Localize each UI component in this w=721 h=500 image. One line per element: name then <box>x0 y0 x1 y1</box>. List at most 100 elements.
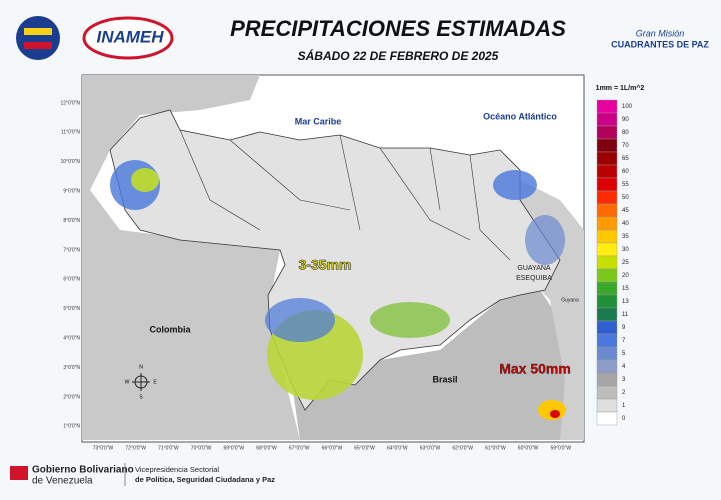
rain-area <box>493 170 537 200</box>
map-label: Colombia <box>149 324 191 334</box>
lat-label: 11°0'0"N <box>61 130 80 136</box>
legend-swatch <box>596 255 618 270</box>
lon-label: 73°0'0"W <box>93 445 114 451</box>
legend-swatch <box>596 99 618 114</box>
lon-label: 70°0'0"W <box>191 445 212 451</box>
lon-label: 71°0'0"W <box>158 445 179 451</box>
legend-label: 7 <box>622 338 626 344</box>
footer-text: de Venezuela <box>32 476 93 487</box>
map <box>82 75 584 440</box>
legend-swatch <box>596 242 618 257</box>
legend-label: 55 <box>622 182 629 188</box>
right-logo-bottom: CUADRANTES DE PAZ <box>611 39 709 49</box>
rain-area <box>525 215 565 265</box>
legend-swatch <box>596 138 618 153</box>
legend-label: 70 <box>622 143 629 149</box>
lat-label: 8°0'0"N <box>63 218 80 224</box>
legend-label: 13 <box>622 299 629 305</box>
legend-label: 80 <box>622 130 629 136</box>
legend-label: 0 <box>622 416 626 422</box>
legend-swatch <box>596 359 618 374</box>
lon-label: 65°0'0"W <box>354 445 375 451</box>
title: PRECIPITACIONES ESTIMADAS <box>230 16 566 41</box>
map-label: GUAYANA <box>517 265 551 272</box>
legend-swatch <box>596 125 618 140</box>
legend-swatch <box>596 372 618 387</box>
flag-stripe <box>24 35 52 42</box>
legend-label: 2 <box>622 390 626 396</box>
subtitle: SÁBADO 22 DE FEBRERO DE 2025 <box>298 48 499 63</box>
legend: 1009080706560555045403530252015131197543… <box>596 99 633 426</box>
legend-unit: 1mm = 1L/m^2 <box>596 84 645 92</box>
lat-label: 10°0'0"N <box>61 159 81 165</box>
lon-label: 66°0'0"W <box>322 445 343 451</box>
lon-label: 68°0'0"W <box>256 445 277 451</box>
legend-swatch <box>596 385 618 400</box>
legend-label: 9 <box>622 325 626 331</box>
legend-swatch <box>596 164 618 179</box>
lon-label: 72°0'0"W <box>125 445 146 451</box>
footer-flag <box>10 466 28 480</box>
legend-label: 11 <box>622 312 629 318</box>
legend-swatch <box>596 398 618 413</box>
footer-text: Gobierno Bolivariano <box>32 465 134 476</box>
lat-label: 12°0'0"N <box>61 100 81 106</box>
right-logo-top: Gran Misión <box>636 28 685 38</box>
legend-label: 5 <box>622 351 626 357</box>
flag-stripe <box>24 28 52 35</box>
compass-label: W <box>125 379 130 385</box>
lon-label: 69°0'0"W <box>224 445 245 451</box>
lat-label: 5°0'0"N <box>63 306 80 312</box>
legend-swatch <box>596 229 618 244</box>
compass-label: E <box>153 379 157 385</box>
legend-label: 100 <box>622 104 633 110</box>
legend-swatch <box>596 411 618 426</box>
lat-label: 7°0'0"N <box>63 247 80 253</box>
legend-label: 40 <box>622 221 629 227</box>
legend-label: 60 <box>622 169 629 175</box>
legend-swatch <box>596 320 618 335</box>
rain-area <box>550 410 560 418</box>
flag-stripe <box>24 42 52 49</box>
lon-label: 63°0'0"W <box>420 445 441 451</box>
map-label: Océano Atlántico <box>483 111 557 121</box>
footer-text: Vicepresidencia Sectorial <box>135 465 219 474</box>
inameh-logo <box>82 16 174 60</box>
legend-label: 15 <box>622 286 629 292</box>
legend-swatch <box>596 151 618 166</box>
legend-label: 25 <box>622 260 629 266</box>
range-label: 3-35mm <box>299 257 352 273</box>
lon-label: 64°0'0"W <box>387 445 408 451</box>
lon-label: 60°0'0"W <box>518 445 539 451</box>
lat-label: 3°0'0"N <box>63 365 80 371</box>
legend-label: 30 <box>622 247 629 253</box>
compass: N S E W <box>125 364 158 400</box>
legend-swatch <box>596 346 618 361</box>
footer-text: de Política, Seguridad Ciudadana y Paz <box>135 475 275 484</box>
max-label: Max 50mm <box>499 361 571 377</box>
rain-area <box>370 302 450 338</box>
lat-label: 1°0'0"N <box>63 424 80 430</box>
lon-label: 59°0'0"W <box>551 445 572 451</box>
legend-label: 20 <box>622 273 629 279</box>
brasil-land <box>290 290 570 440</box>
legend-label: 65 <box>622 156 629 162</box>
legend-swatch <box>596 216 618 231</box>
legend-swatch <box>596 333 618 348</box>
legend-label: 4 <box>622 364 626 370</box>
legend-swatch <box>596 177 618 192</box>
compass-label: S <box>139 394 143 400</box>
legend-swatch <box>596 190 618 205</box>
legend-swatch <box>596 203 618 218</box>
legend-label: 1 <box>622 403 626 409</box>
colombia-land <box>82 75 300 440</box>
venezuela-land <box>109 109 561 411</box>
lon-label: 61°0'0"W <box>485 445 506 451</box>
lon-label: 62°0'0"W <box>452 445 473 451</box>
legend-label: 50 <box>622 195 629 201</box>
map-label: Guyana <box>561 297 579 303</box>
lat-label: 9°0'0"N <box>63 189 80 195</box>
map-label: Mar Caribe <box>295 116 342 126</box>
rain-area <box>131 168 159 192</box>
